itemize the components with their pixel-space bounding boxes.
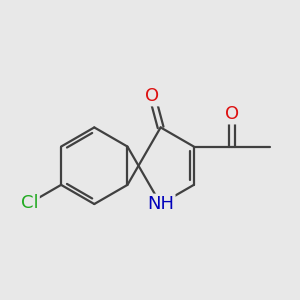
Text: O: O — [225, 105, 239, 123]
Text: NH: NH — [147, 195, 174, 213]
Text: Cl: Cl — [21, 194, 38, 212]
Text: O: O — [145, 87, 159, 105]
